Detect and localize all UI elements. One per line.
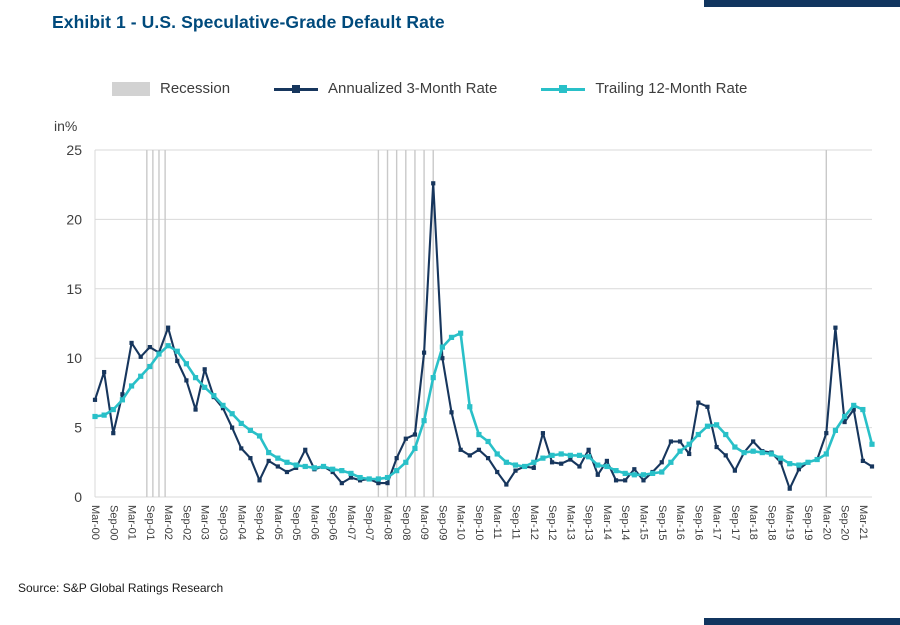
svg-text:Sep-05: Sep-05 bbox=[290, 505, 302, 540]
recession-swatch bbox=[112, 81, 150, 96]
svg-text:Mar-00: Mar-00 bbox=[89, 505, 101, 540]
svg-text:Sep-07: Sep-07 bbox=[363, 505, 375, 540]
svg-text:Mar-03: Mar-03 bbox=[199, 505, 211, 540]
svg-text:25: 25 bbox=[66, 142, 82, 158]
svg-text:Mar-21: Mar-21 bbox=[857, 505, 869, 540]
svg-text:Mar-15: Mar-15 bbox=[638, 505, 650, 540]
svg-text:Mar-12: Mar-12 bbox=[528, 505, 540, 540]
legend-label: Annualized 3-Month Rate bbox=[328, 80, 498, 97]
svg-text:Mar-13: Mar-13 bbox=[564, 505, 576, 540]
svg-text:Sep-03: Sep-03 bbox=[217, 505, 229, 540]
svg-text:10: 10 bbox=[66, 350, 82, 366]
svg-text:Mar-08: Mar-08 bbox=[382, 505, 394, 540]
svg-text:Mar-11: Mar-11 bbox=[491, 505, 503, 539]
svg-text:Sep-12: Sep-12 bbox=[546, 505, 558, 540]
svg-text:Sep-18: Sep-18 bbox=[765, 505, 777, 540]
svg-text:0: 0 bbox=[74, 489, 82, 505]
svg-text:Mar-10: Mar-10 bbox=[455, 505, 467, 540]
svg-text:Mar-09: Mar-09 bbox=[418, 505, 430, 540]
svg-text:Mar-19: Mar-19 bbox=[784, 505, 796, 540]
legend-item-recession: Recession bbox=[112, 80, 230, 97]
chart-title: Exhibit 1 - U.S. Speculative-Grade Defau… bbox=[52, 12, 445, 32]
svg-text:Mar-14: Mar-14 bbox=[601, 505, 613, 540]
y-axis-unit: in% bbox=[54, 118, 78, 134]
svg-text:Sep-06: Sep-06 bbox=[327, 505, 339, 540]
legend-label: Recession bbox=[160, 80, 231, 97]
svg-text:Sep-17: Sep-17 bbox=[729, 505, 741, 540]
svg-text:15: 15 bbox=[66, 281, 82, 297]
svg-text:Sep-16: Sep-16 bbox=[692, 505, 704, 540]
svg-text:Sep-00: Sep-00 bbox=[107, 505, 119, 540]
svg-text:Sep-01: Sep-01 bbox=[144, 505, 156, 540]
legend-item-annualized-3-month-rate: Annualized 3-Month Rate bbox=[274, 80, 497, 97]
line-swatch bbox=[541, 82, 586, 96]
svg-text:Sep-08: Sep-08 bbox=[400, 505, 412, 540]
svg-text:Sep-19: Sep-19 bbox=[802, 505, 814, 540]
top-right-brand-bar bbox=[704, 0, 900, 7]
svg-text:Sep-11: Sep-11 bbox=[510, 505, 522, 540]
legend: Recession Annualized 3-Month Rate Trailing… bbox=[112, 80, 747, 97]
svg-text:Sep-10: Sep-10 bbox=[473, 505, 485, 540]
svg-text:Sep-04: Sep-04 bbox=[254, 505, 266, 540]
svg-text:Sep-02: Sep-02 bbox=[180, 505, 192, 540]
svg-text:Mar-05: Mar-05 bbox=[272, 505, 284, 540]
svg-text:Mar-07: Mar-07 bbox=[345, 505, 357, 540]
svg-text:Sep-20: Sep-20 bbox=[839, 505, 851, 540]
svg-text:Sep-13: Sep-13 bbox=[583, 505, 595, 540]
svg-text:Mar-18: Mar-18 bbox=[747, 505, 759, 540]
svg-text:Mar-20: Mar-20 bbox=[820, 505, 832, 540]
svg-text:Mar-01: Mar-01 bbox=[126, 505, 138, 540]
svg-text:Mar-06: Mar-06 bbox=[308, 505, 320, 540]
svg-text:20: 20 bbox=[66, 211, 82, 227]
svg-text:Mar-16: Mar-16 bbox=[674, 505, 686, 540]
legend-item-trailing-12-month-rate: Trailing 12-Month Rate bbox=[541, 80, 747, 97]
source-note: Source: S&P Global Ratings Research bbox=[18, 581, 224, 595]
bottom-right-brand-bar bbox=[704, 618, 900, 625]
line-swatch bbox=[274, 82, 319, 96]
svg-text:Mar-02: Mar-02 bbox=[162, 505, 174, 540]
svg-text:Mar-17: Mar-17 bbox=[711, 505, 723, 540]
svg-text:5: 5 bbox=[74, 420, 82, 436]
svg-text:Sep-14: Sep-14 bbox=[619, 505, 631, 540]
svg-text:Sep-09: Sep-09 bbox=[436, 505, 448, 540]
svg-text:Sep-15: Sep-15 bbox=[656, 505, 668, 540]
legend-label: Trailing 12-Month Rate bbox=[595, 80, 748, 97]
svg-text:Mar-04: Mar-04 bbox=[235, 505, 247, 540]
